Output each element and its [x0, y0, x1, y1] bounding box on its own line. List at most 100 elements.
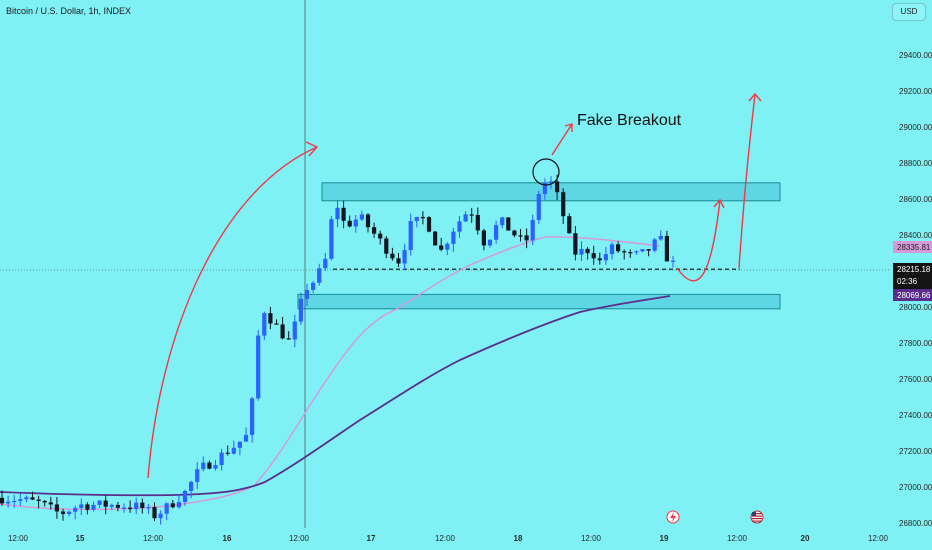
x-tick-label: 12:00	[581, 534, 602, 543]
candle	[512, 229, 517, 238]
y-tick-label: 28600.00	[899, 195, 932, 204]
y-tick-label: 27400.00	[899, 411, 932, 420]
candle	[256, 330, 261, 401]
candle	[487, 239, 493, 248]
candle	[195, 462, 200, 490]
candle	[579, 241, 584, 261]
x-tick-label: 12:00	[289, 534, 310, 543]
candle	[548, 176, 554, 189]
candle	[91, 501, 96, 512]
candle	[213, 460, 218, 471]
candle	[384, 236, 389, 259]
candle	[426, 216, 432, 233]
candle	[670, 255, 676, 268]
currency-button[interactable]: USD	[892, 3, 926, 21]
candle	[134, 497, 139, 515]
candle	[189, 480, 194, 499]
candle	[561, 188, 566, 224]
breakout-circle[interactable]	[532, 158, 560, 186]
y-tick-label: 29000.00	[899, 123, 932, 132]
projection-arrow-1[interactable]	[676, 198, 725, 282]
ma-slow-price-label: 28069.66	[893, 289, 932, 301]
candle	[506, 217, 511, 231]
us-flag-icon[interactable]	[750, 510, 764, 524]
drawings: Fake Breakout	[147, 92, 762, 479]
y-tick-label: 29400.00	[899, 51, 932, 60]
svg-text:28069.66: 28069.66	[897, 291, 931, 300]
candle	[317, 263, 322, 286]
fake-breakout-label: Fake Breakout	[577, 112, 682, 129]
candle	[237, 441, 242, 456]
y-tick-label: 28400.00	[899, 231, 932, 240]
candle	[518, 229, 523, 242]
x-tick-label: 20	[801, 534, 810, 543]
x-tick-label: 15	[76, 534, 85, 543]
candle	[323, 252, 328, 271]
candle	[182, 489, 188, 506]
candle	[292, 314, 297, 348]
x-tick-label: 16	[223, 534, 232, 543]
up-trend-arrow[interactable]	[147, 141, 319, 479]
event-markers	[666, 510, 764, 524]
candle	[616, 241, 621, 253]
x-tick-label: 19	[660, 534, 669, 543]
candle	[243, 427, 249, 442]
candle	[500, 216, 505, 229]
x-tick-label: 18	[514, 534, 523, 543]
candle	[109, 503, 114, 510]
candle	[311, 280, 316, 294]
candle	[268, 306, 273, 330]
candle	[603, 247, 608, 265]
last-price-price-label: 28215.18 02:36	[893, 263, 932, 289]
candle	[231, 440, 236, 455]
candle	[609, 242, 615, 260]
svg-text:28215.18: 28215.18	[897, 265, 931, 274]
candle	[207, 460, 212, 470]
candle	[97, 500, 102, 508]
candle	[146, 503, 151, 514]
price-labels: 28335.81 28215.18 02:36 28069.66	[893, 241, 932, 301]
candle	[414, 216, 419, 228]
x-tick-label: 12:00	[727, 534, 748, 543]
candle	[457, 215, 462, 238]
candle	[219, 448, 224, 471]
candle	[0, 490, 5, 506]
candle	[353, 215, 358, 233]
candle	[481, 228, 486, 251]
y-tick-label: 28800.00	[899, 159, 932, 168]
candle	[445, 242, 450, 256]
candle	[585, 246, 590, 260]
y-tick-label: 29200.00	[899, 87, 932, 96]
candles	[0, 174, 676, 525]
candle	[85, 502, 90, 515]
support-zone[interactable]	[297, 293, 781, 310]
symbol-title: Bitcoin / U.S. Dollar, 1h, INDEX	[6, 6, 132, 16]
candle	[304, 284, 310, 306]
candle	[341, 200, 346, 229]
candle	[140, 498, 145, 514]
candle	[359, 210, 364, 222]
candle	[469, 207, 474, 223]
svg-text:28335.81: 28335.81	[897, 243, 931, 252]
candle	[176, 494, 181, 509]
projection-arrow-2[interactable]	[738, 92, 762, 269]
candle	[628, 249, 633, 258]
time-axis[interactable]: 12:00 15 12:00 16 12:00 17 12:00 18 12:00 19 12:00…	[8, 534, 889, 543]
candle	[262, 311, 267, 341]
candle	[152, 502, 157, 522]
candle	[658, 230, 663, 241]
candle	[329, 215, 334, 261]
candle	[67, 510, 72, 517]
candle	[18, 493, 23, 507]
candle	[128, 500, 133, 513]
lightning-icon[interactable]	[666, 510, 680, 524]
candle	[378, 230, 383, 245]
fake-breakout-arrow[interactable]	[551, 123, 573, 156]
candle	[652, 237, 657, 253]
candle	[463, 211, 468, 222]
candle	[79, 498, 84, 516]
candle	[640, 249, 645, 253]
candle	[622, 249, 627, 260]
